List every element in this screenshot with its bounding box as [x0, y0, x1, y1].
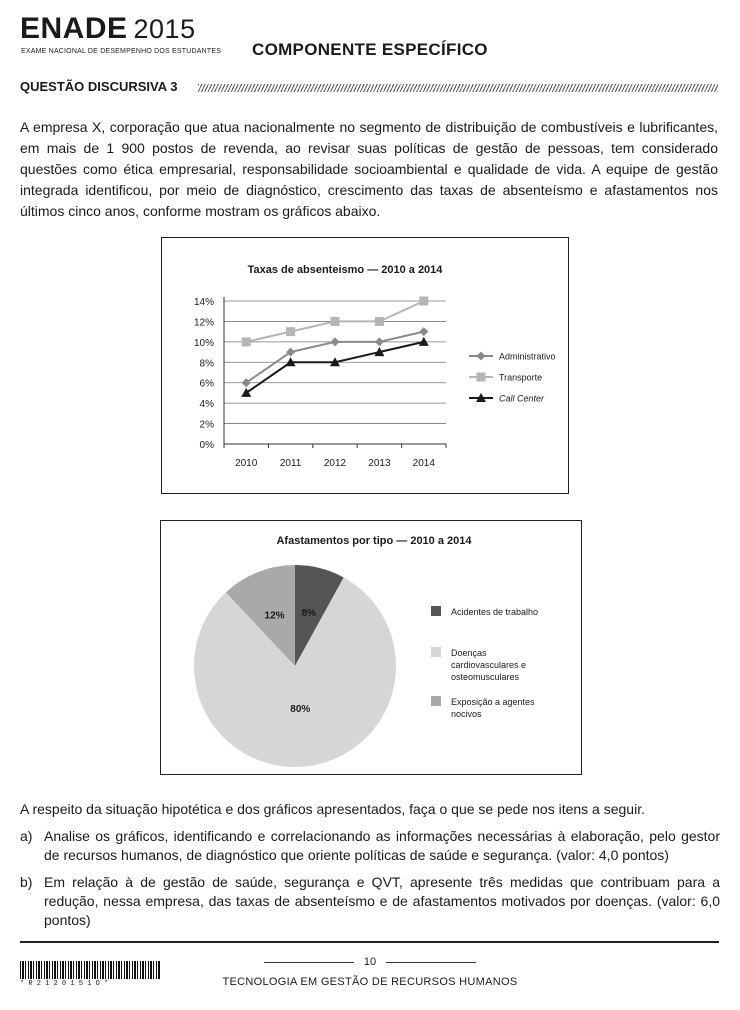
data-point-transporte	[374, 316, 384, 326]
pie-slice-exposição	[225, 565, 295, 666]
y-tick-label: 6%	[200, 379, 215, 390]
data-point-call-center	[374, 347, 385, 357]
legend-swatch-exposição	[431, 696, 441, 706]
absenteeism-chart-svg: Taxas de absenteismo — 2010 a 2014 0% 2% 4%…	[194, 264, 556, 469]
legend-marker-call-center	[476, 393, 486, 402]
x-tick-label: 2014	[413, 458, 436, 469]
chart-title: Afastamentos por tipo — 2010 a 2014	[276, 535, 472, 547]
data-point-transporte	[241, 337, 251, 347]
series-line-call-center	[245, 340, 425, 394]
y-tick-label: 2%	[200, 420, 215, 431]
page-number-row: 10	[0, 956, 740, 968]
legend-swatch-doenças	[431, 647, 441, 657]
x-tick-label: 2010	[235, 458, 258, 469]
question-prompt: A respeito da situação hipotética e dos …	[20, 801, 645, 817]
legend-marker-administrativo	[476, 351, 486, 361]
logo-subtitle: EXAME NACIONAL DE DESEMPENHO DOS ESTUDAN…	[21, 48, 222, 55]
item-label: a)	[20, 828, 33, 844]
footer-rule	[20, 941, 719, 943]
absenteeism-chart: Taxas de absenteismo — 2010 a 2014 0% 2% 4%…	[161, 237, 569, 494]
data-point-transporte	[419, 296, 429, 306]
data-point-transporte	[286, 327, 296, 337]
item-label: b)	[20, 874, 33, 890]
page-number: 10	[363, 956, 377, 968]
title-hatch-rule	[198, 84, 718, 92]
pie-data-label: 8%	[302, 608, 317, 619]
item-text: Em relação à de gestão de saúde, seguran…	[44, 874, 720, 928]
leaves-pie-chart: Afastamentos por tipo — 2010 a 2014 8% 80%…	[160, 520, 582, 775]
x-tick-label: 2011	[280, 458, 302, 469]
logo-text: ENADE	[20, 12, 128, 45]
pie-slice-acidentes	[295, 565, 344, 666]
leaves-pie-chart-svg: Afastamentos por tipo — 2010 a 2014 8% 80%…	[194, 535, 538, 767]
legend-label-exposição: Exposição a agentes nocivos	[451, 697, 535, 719]
x-tick-label: 2012	[324, 458, 347, 469]
pie-data-label: 80%	[290, 704, 310, 715]
y-tick-label: 8%	[200, 358, 215, 369]
y-tick-label: 4%	[200, 399, 215, 410]
data-point-call-center	[285, 357, 296, 367]
y-tick-label: 14%	[194, 297, 214, 308]
pie-slice-doenças	[194, 577, 396, 767]
course-name: TECNOLOGIA EM GESTÃO DE RECURSOS HUMANOS	[222, 976, 518, 988]
data-point-call-center	[418, 336, 429, 346]
logo-year: 2015	[133, 14, 196, 44]
chart-title: Taxas de absenteismo — 2010 a 2014	[248, 264, 444, 276]
legend-label-doenças: Doenças cardiovasculares e osteomusculares	[451, 648, 526, 682]
legend-swatch-acidentes	[431, 606, 441, 616]
legend-label-administrativo: Administrativo	[499, 352, 556, 362]
data-point-call-center	[330, 357, 340, 367]
component-title: COMPONENTE ESPECÍFICO	[252, 40, 488, 59]
data-point-administrativo	[419, 327, 429, 337]
legend-label-transporte: Transporte	[499, 373, 542, 383]
question-title: QUESTÃO DISCURSIVA 3	[20, 79, 178, 94]
data-point-administrativo	[286, 347, 296, 357]
data-point-administrativo	[330, 337, 340, 347]
pie-data-label: 12%	[265, 610, 285, 621]
barcode-number: *R2120151O*	[20, 980, 113, 988]
enade-logo: ENADE 2015	[20, 14, 196, 44]
legend-label-call-center: Call Center	[499, 394, 545, 404]
legend-label-acidentes: Acidentes de trabalho	[451, 607, 538, 617]
legend-marker-transporte	[476, 372, 486, 382]
x-tick-label: 2013	[368, 458, 391, 469]
item-a: a) Analise os gráficos, identificando e …	[20, 827, 720, 865]
item-b: b) Em relação à de gestão de saúde, segu…	[20, 873, 720, 930]
y-tick-label: 0%	[200, 440, 215, 451]
data-point-administrativo	[241, 378, 251, 388]
data-point-transporte	[330, 316, 340, 326]
item-text: Analise os gráficos, identificando e cor…	[44, 828, 720, 863]
data-point-call-center	[241, 387, 252, 397]
question-intro: A empresa X, corporação que atua naciona…	[20, 119, 718, 219]
y-tick-label: 10%	[194, 338, 214, 349]
barcode	[20, 961, 160, 979]
question-items: A respeito da situação hipotética e dos …	[20, 800, 720, 930]
y-tick-label: 12%	[194, 317, 214, 328]
data-point-administrativo	[374, 337, 384, 347]
